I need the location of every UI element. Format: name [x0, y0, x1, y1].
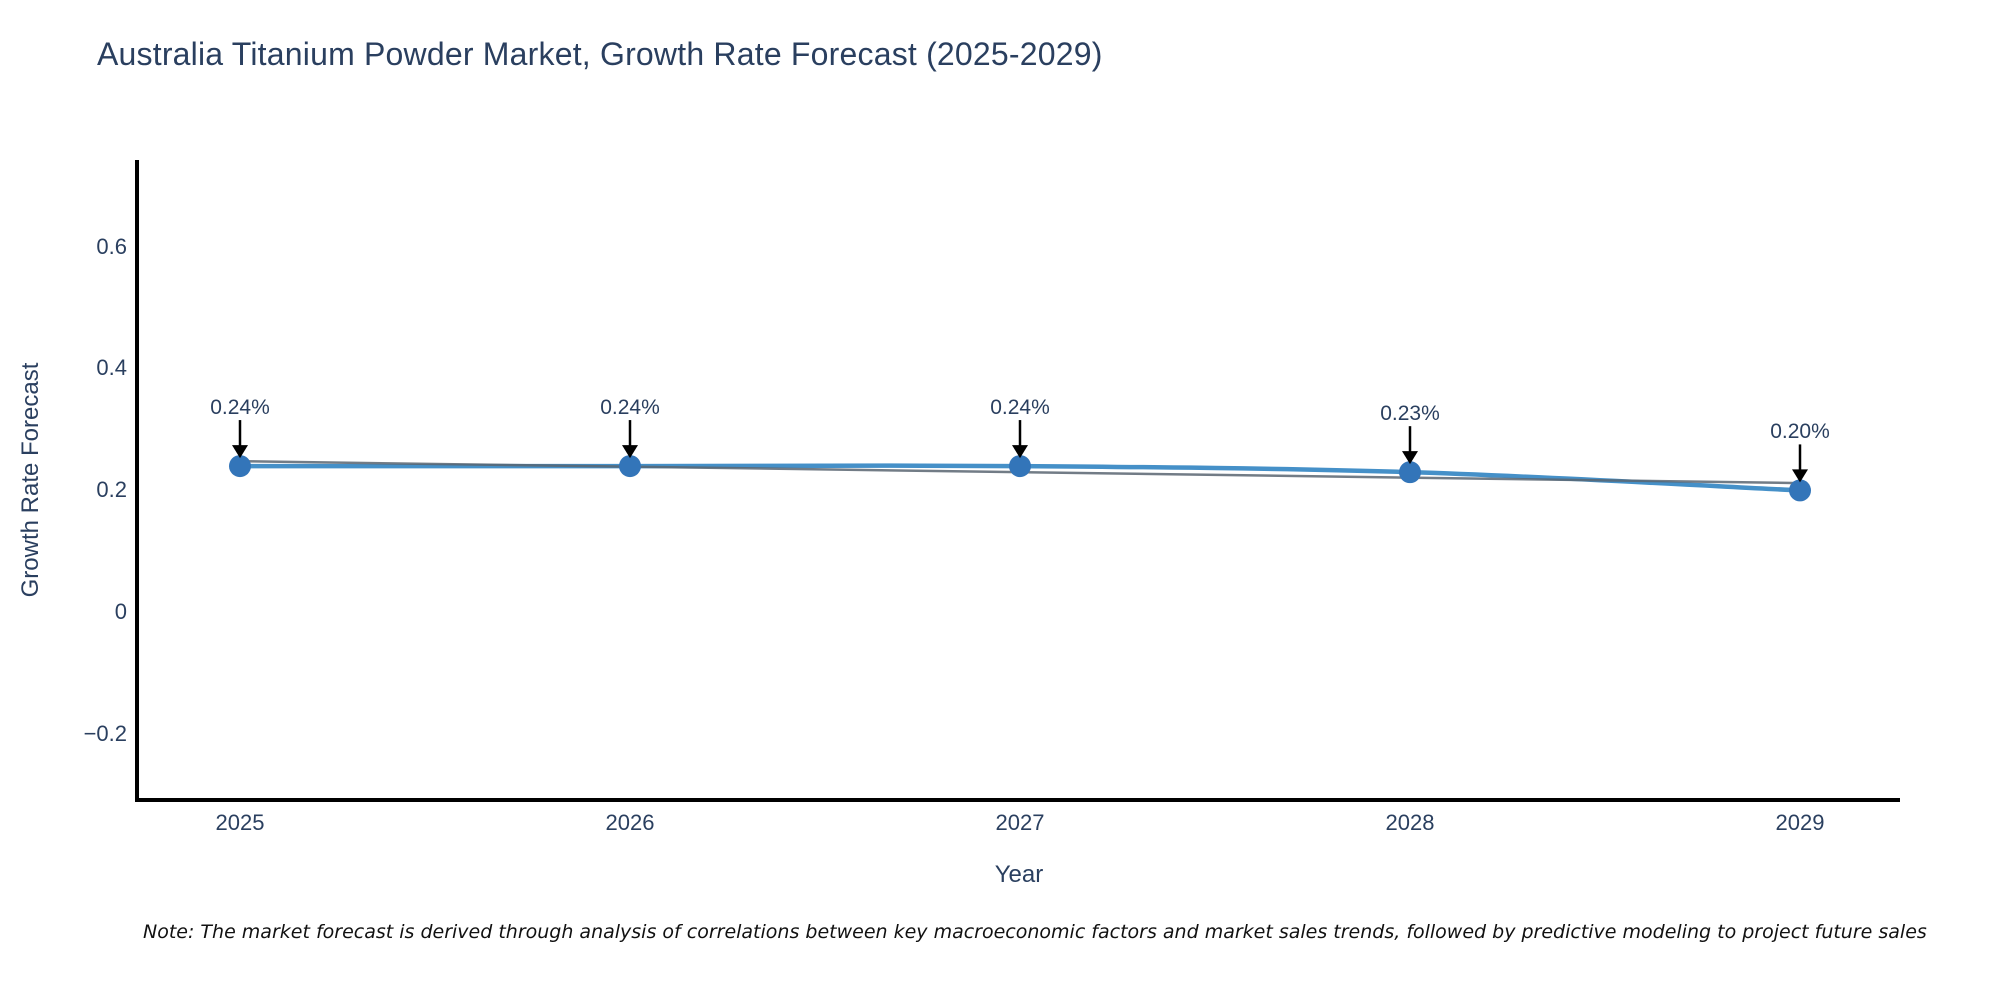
x-axis-title: Year: [994, 861, 1044, 888]
annotation-arrow-head: [1402, 451, 1418, 465]
x-tick-label: 2029: [1775, 810, 1825, 835]
data-point-marker: [1789, 479, 1811, 502]
y-tick-label: 0.6: [96, 234, 127, 259]
point-annotation: 0.20%: [1770, 420, 1830, 443]
x-tick-label: 2027: [995, 810, 1045, 835]
y-tick-label: 0.2: [96, 477, 127, 502]
annotation-arrow-head: [232, 445, 248, 459]
footnote: Note: The market forecast is derived thr…: [143, 921, 1927, 943]
point-annotation: 0.24%: [210, 396, 270, 419]
data-point-marker: [229, 455, 251, 478]
y-tick-label: −0.2: [83, 721, 127, 746]
series-layer: [229, 420, 1811, 502]
y-tick-label: 0: [114, 599, 127, 624]
data-point-marker: [1009, 455, 1031, 478]
point-annotation: 0.23%: [1380, 402, 1440, 425]
annotation-arrow-head: [1012, 445, 1028, 459]
y-axis-title: Growth Rate Forecast: [17, 362, 44, 598]
data-point-marker: [1399, 461, 1421, 484]
x-tick-label: 2026: [605, 810, 655, 835]
y-tick-label: 0.4: [96, 355, 127, 380]
annotation-arrow-head: [1792, 469, 1808, 483]
point-annotation: 0.24%: [600, 396, 660, 419]
data-point-marker: [619, 455, 641, 478]
annotation-arrow-head: [622, 445, 638, 459]
x-tick-label: 2025: [215, 810, 265, 835]
chart-title: Australia Titanium Powder Market, Growth…: [97, 36, 1103, 72]
point-annotation: 0.24%: [990, 396, 1050, 419]
x-tick-label: 2028: [1385, 810, 1435, 835]
